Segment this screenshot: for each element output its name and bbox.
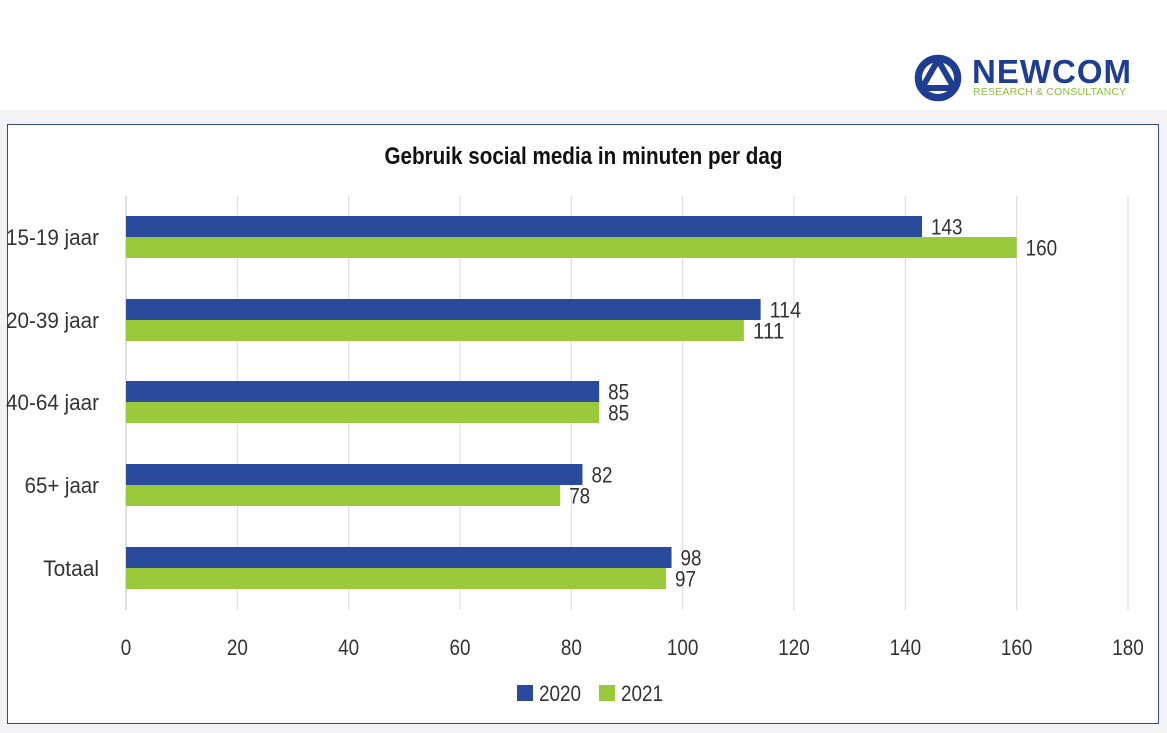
value-label-2020-0: 143 [931, 215, 963, 240]
x-tick-label-100: 100 [667, 635, 699, 660]
category-label-1: 20-39 jaar [6, 308, 99, 333]
bar-2021-1 [126, 320, 744, 341]
x-tick-label-120: 120 [778, 635, 810, 660]
legend-label-2021: 2021 [621, 681, 663, 706]
bar-2021-3 [126, 485, 561, 506]
value-label-2020-3: 82 [591, 463, 612, 488]
bar-2020-2 [126, 381, 600, 402]
bar-2020-3 [126, 464, 583, 485]
legend-swatch-2021 [599, 685, 615, 701]
value-label-2021-0: 160 [1026, 236, 1058, 261]
logo-wordmark: NEWCOM [972, 53, 1132, 90]
value-label-2021-2: 85 [608, 401, 629, 426]
x-tick-label-80: 80 [561, 635, 582, 660]
x-tick-label-40: 40 [338, 635, 359, 660]
value-label-2021-4: 97 [675, 567, 696, 592]
legend-label-2020: 2020 [539, 681, 581, 706]
x-tick-label-160: 160 [1001, 635, 1033, 660]
logo-tagline: RESEARCH & CONSULTANCY [973, 86, 1127, 98]
bar-2020-4 [126, 547, 672, 568]
bar-2020-0 [126, 216, 923, 237]
x-tick-label-20: 20 [227, 635, 248, 660]
bar-2021-2 [126, 402, 600, 423]
chart-title: Gebruik social media in minuten per dag [384, 143, 783, 170]
x-tick-label-60: 60 [450, 635, 471, 660]
value-label-2020-1: 114 [770, 298, 802, 323]
bar-2021-0 [126, 237, 1017, 258]
value-label-2021-3: 78 [569, 484, 590, 509]
value-label-2021-1: 111 [753, 319, 785, 344]
legend-swatch-2020 [517, 685, 533, 701]
category-label-0: 15-19 jaar [6, 225, 99, 250]
newcom-emblem-icon [913, 53, 963, 103]
value-label-2020-2: 85 [608, 380, 629, 405]
x-tick-label-180: 180 [1112, 635, 1144, 660]
newcom-logo: NEWCOM RESEARCH & CONSULTANCY [912, 52, 1162, 104]
bar-2020-1 [126, 299, 761, 320]
x-tick-label-0: 0 [121, 635, 132, 660]
category-label-3: 65+ jaar [25, 473, 99, 498]
category-label-4: Totaal [43, 556, 99, 581]
header-band [0, 0, 1167, 110]
value-label-2020-4: 98 [681, 546, 702, 571]
x-tick-label-140: 140 [890, 635, 922, 660]
bar-2021-4 [126, 568, 666, 589]
category-label-2: 40-64 jaar [6, 390, 99, 415]
